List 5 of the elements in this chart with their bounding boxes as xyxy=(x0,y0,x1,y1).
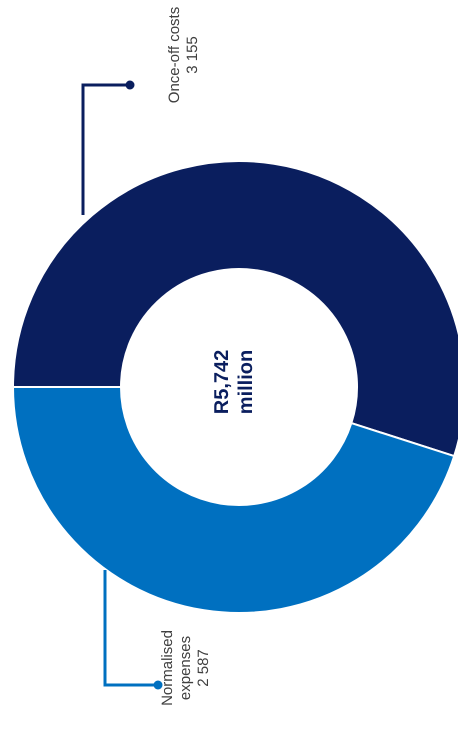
slice-label: Once-off costs xyxy=(166,6,182,104)
data-label: 2 587 xyxy=(194,649,212,687)
data-label: 3 155 xyxy=(184,36,200,74)
text: R5,742 million xyxy=(211,350,257,414)
slice-label: Normalised expenses xyxy=(158,630,194,706)
